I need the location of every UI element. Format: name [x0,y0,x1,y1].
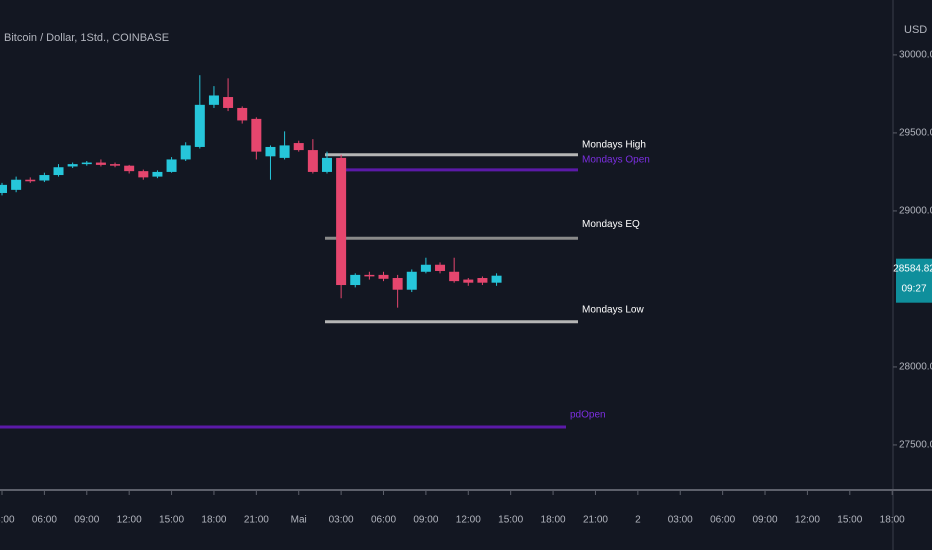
candle-body [449,271,460,282]
level-label: Mondays EQ [582,219,640,230]
candle-body [67,164,78,167]
last-price-tag [896,258,932,303]
level-label: Mondays Open [582,155,650,166]
candle-body [95,162,106,165]
candle-body [420,264,431,272]
x-tick-label: 06:00 [32,515,57,526]
candle-body [166,159,177,172]
candle-body [265,146,276,157]
currency-label: USD [904,24,927,36]
candle-body [0,184,7,193]
candle-body [378,274,389,279]
x-tick-label: 15:00 [498,515,523,526]
x-tick-label: 18:00 [880,515,905,526]
level-label: pdOpen [570,410,606,421]
candle-body [180,145,191,160]
chart-title: Bitcoin / Dollar, 1Std., COINBASE [4,32,169,44]
x-tick-label: Mai [291,515,307,526]
candle-body [364,274,375,277]
candle-body [110,164,121,166]
candle-body [321,157,332,172]
last-price-label: 28584.82 [893,263,932,274]
candle-body [39,175,50,181]
x-tick-label: 21:00 [583,515,608,526]
candle-body [350,274,361,286]
y-tick-label: 29000.00 [899,206,932,217]
x-tick-label: 12:00 [456,515,481,526]
candle-body [53,167,64,176]
x-tick-label: 15:00 [159,515,184,526]
x-tick-label: 12:00 [117,515,142,526]
y-tick-label: 28000.00 [899,362,932,373]
candle-body [124,165,135,172]
candle-body [406,271,417,290]
candle-body [491,275,502,283]
x-tick-label: 09:00 [74,515,99,526]
candle-body [279,145,290,158]
candle-body [463,279,474,283]
x-tick-label: 18:00 [201,515,226,526]
candle-body [81,162,92,165]
x-tick-label: 09:00 [413,515,438,526]
x-tick-label: 2 [635,515,641,526]
candle-body [223,97,234,108]
candle-body [336,157,347,286]
level-label: Mondays High [582,139,646,150]
candle-body [25,179,36,182]
candle-body [11,179,22,190]
candle-body [152,171,163,177]
level-label: Mondays Low [582,304,644,315]
x-tick-label: 21:00 [244,515,269,526]
y-tick-label: 27500.00 [899,440,932,451]
candle-body [293,143,304,151]
x-tick-label: 09:00 [753,515,778,526]
candle-body [251,118,262,152]
x-tick-label: 06:00 [710,515,735,526]
candle-body [138,171,149,178]
candle-body [477,278,488,283]
y-tick-label: 29500.00 [899,128,932,139]
candle-body [208,95,219,105]
x-tick-label: 12:00 [795,515,820,526]
x-tick-label: 06:00 [371,515,396,526]
candle-body [237,107,248,121]
x-tick-label: 15:00 [837,515,862,526]
candle-body [194,104,205,147]
candle-body [307,150,318,172]
x-tick-label: 03:00 [329,515,354,526]
x-tick-label: 18:00 [541,515,566,526]
candle-body [392,278,403,290]
countdown-label: 09:27 [901,283,926,294]
x-tick-label: 03:00 [0,515,15,526]
x-tick-label: 03:00 [668,515,693,526]
candle-body [435,264,446,271]
y-tick-label: 30000.00 [899,50,932,61]
